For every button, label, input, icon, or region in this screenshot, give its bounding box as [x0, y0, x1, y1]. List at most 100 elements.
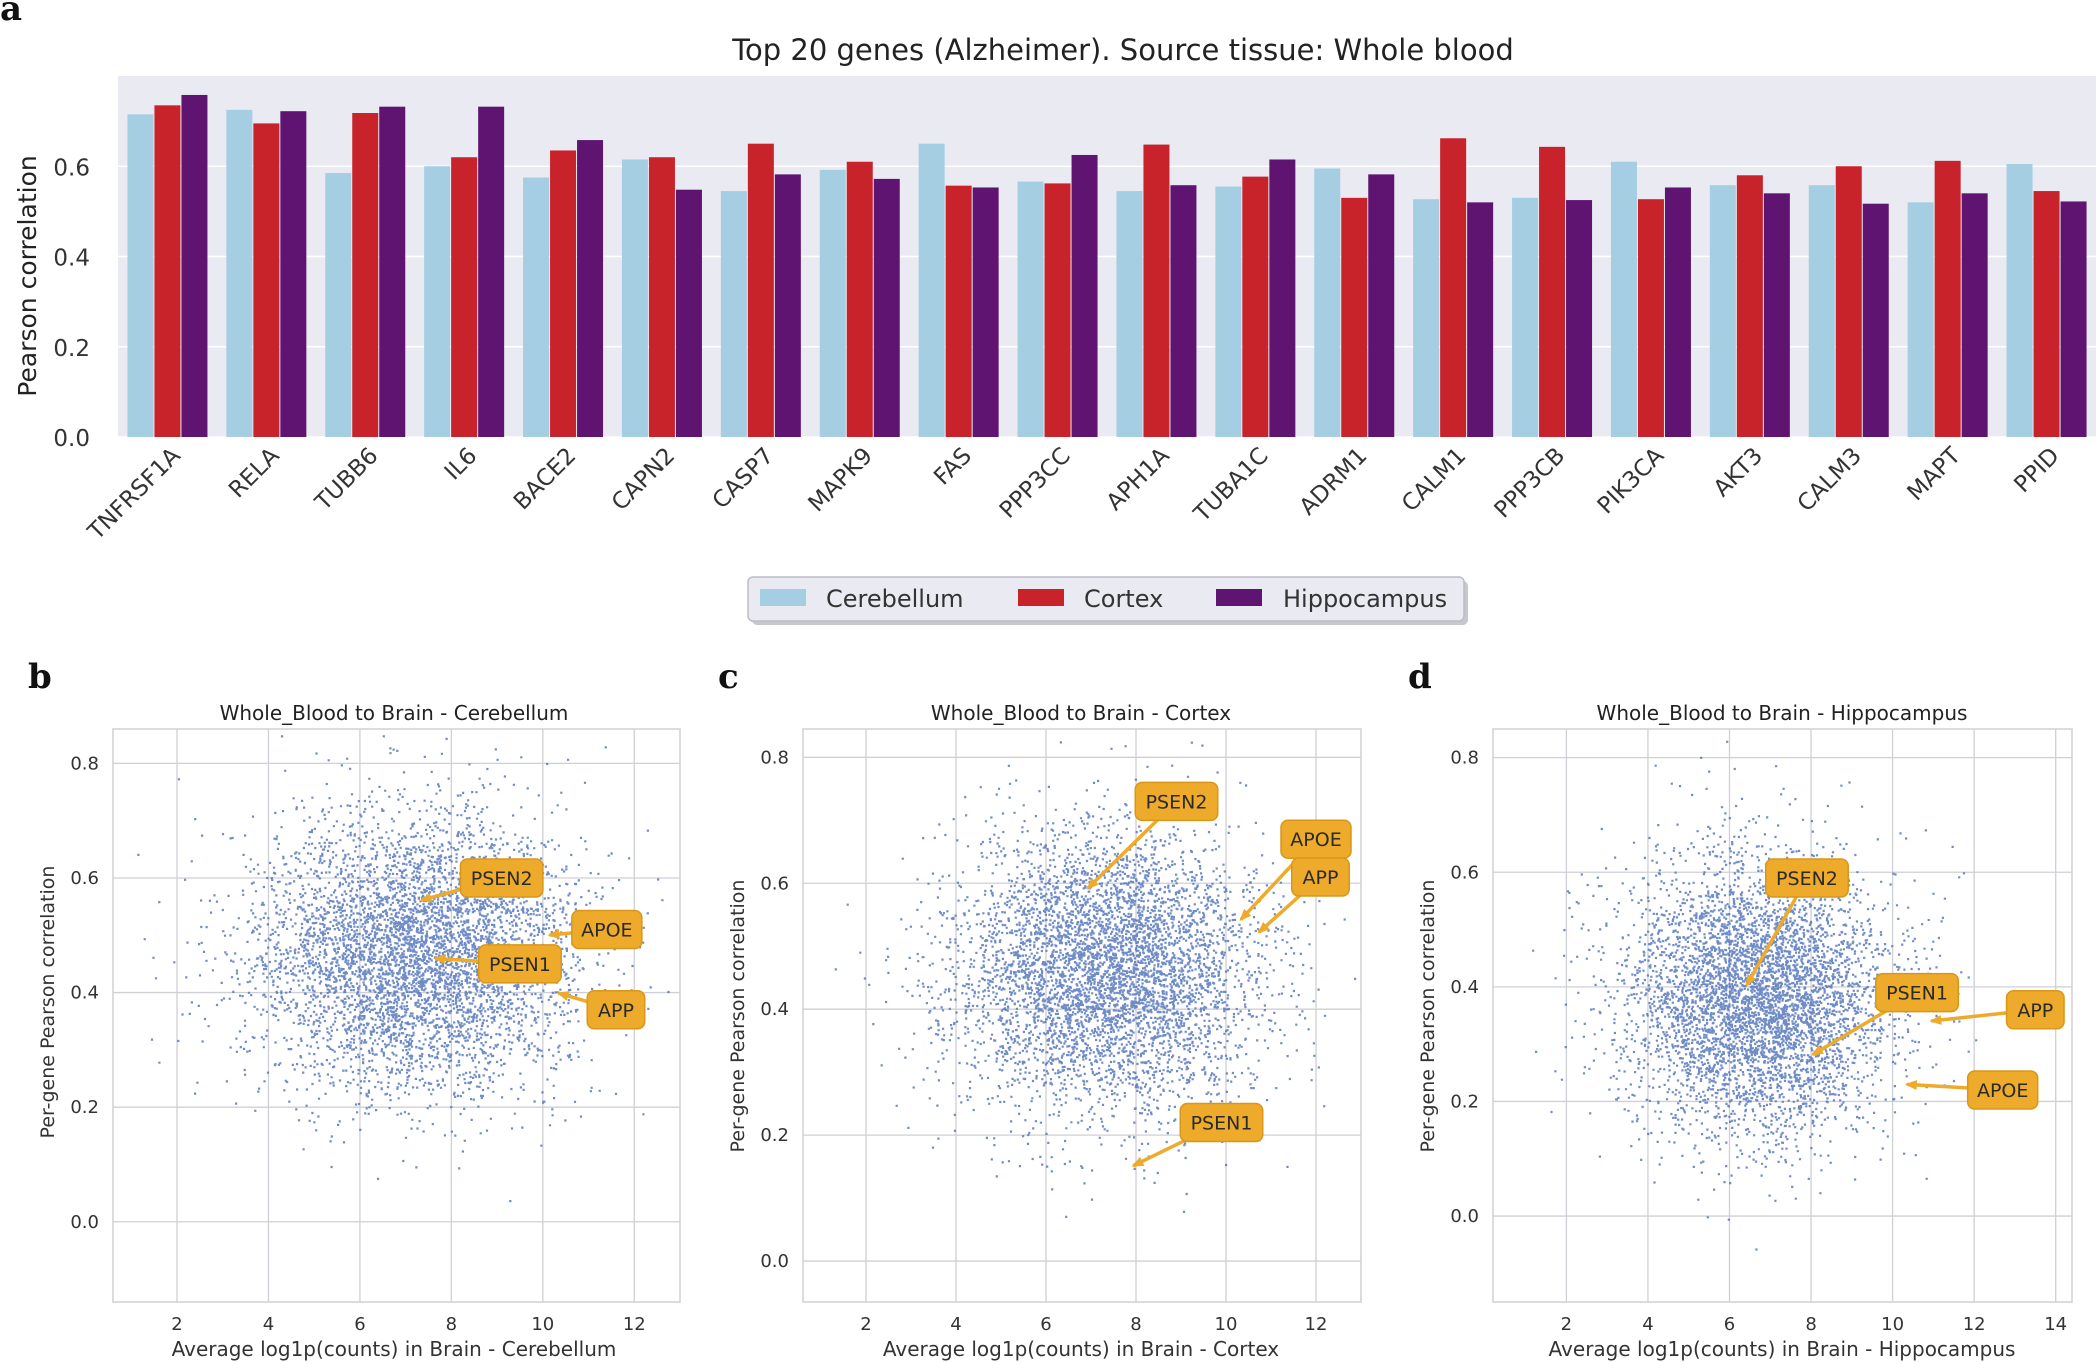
scatter-ytick-label: 0.8 — [760, 747, 789, 768]
scatter-ytick-label: 0.0 — [1450, 1206, 1479, 1227]
bar-cortex-aph1a — [1143, 144, 1170, 437]
bar-cortex-adrm1 — [1341, 197, 1368, 437]
annotation-arrowhead — [1086, 877, 1099, 890]
annotation-box — [1134, 781, 1219, 822]
scatter-xtick-label: 8 — [1130, 1314, 1141, 1335]
panel-letter-c: c — [718, 657, 739, 697]
annotation-label: PSEN1 — [1191, 1113, 1253, 1135]
scatter-ytick-label: 0.2 — [760, 1125, 789, 1146]
bar-hippocampus-casp7 — [774, 174, 801, 437]
bar-category-label: CALM3 — [1793, 443, 1867, 517]
annotation-arrowhead — [1929, 1014, 1942, 1025]
annotation-apoe: APOE — [547, 909, 643, 950]
bar-cerebellum-fas — [918, 143, 945, 437]
bar-cerebellum-akt3 — [1709, 185, 1736, 437]
scatter-xlabel-hippocampus: Average log1p(counts) in Brain - Hippoca… — [1549, 1337, 2016, 1361]
bar-cortex-akt3 — [1736, 175, 1763, 437]
scatter-xtick-label: 10 — [531, 1314, 554, 1335]
annotation-psen1: PSEN1 — [1811, 972, 1960, 1057]
scatter-ytick-label: 0.2 — [1450, 1091, 1479, 1112]
bar-hippocampus-ppp3cc — [1071, 154, 1098, 437]
scatter-points — [137, 735, 670, 1203]
annotation-box — [2005, 990, 2065, 1030]
bar-cerebellum-calm1 — [1413, 199, 1440, 437]
bar-cerebellum-tnfrsf1a — [127, 114, 154, 437]
annotation-arrowhead — [1745, 973, 1757, 987]
scatter-ylabel-cerebellum: Per-gene Pearson correlation — [37, 866, 59, 1139]
bar-category-label: MAPK9 — [804, 443, 878, 517]
annotation-arrowhead — [1131, 1156, 1145, 1167]
annotation-app: APP — [1257, 857, 1350, 934]
annotation-label: APP — [1303, 867, 1339, 889]
bar-cortex-calm1 — [1440, 138, 1467, 437]
annotation-arrowhead — [433, 954, 446, 964]
scatter-axes-frame — [1492, 728, 2073, 1303]
scatter-xtick-label: 12 — [623, 1314, 646, 1335]
bar-hippocampus-fas — [972, 187, 999, 437]
annotation-arrowhead — [1257, 921, 1270, 934]
annotation-arrowhead — [556, 991, 570, 1001]
bar-cerebellum-bace2 — [523, 177, 550, 437]
legend-swatch-cortex — [1018, 589, 1064, 606]
legend-label-cortex: Cortex — [1084, 585, 1163, 613]
annotation-psen2: PSEN2 — [1745, 858, 1849, 987]
bar-cortex-mapk9 — [846, 161, 873, 438]
bar-cerebellum-mapk9 — [819, 169, 846, 438]
scatter-axes-background — [803, 729, 1361, 1302]
annotation-apoe: APOE — [1904, 1070, 2039, 1110]
scatter-xtick-label: 4 — [263, 1314, 274, 1335]
scatter-xtick-label: 2 — [1561, 1314, 1572, 1335]
annotation-label: PSEN2 — [1146, 791, 1208, 813]
scatter-xtick-label: 8 — [446, 1314, 457, 1335]
bar-cortex-ppid — [2033, 191, 2060, 437]
bar-cortex-bace2 — [550, 150, 577, 438]
scatter-ylabel-hippocampus: Per-gene Pearson correlation — [1417, 880, 1439, 1153]
scatter-ylabel-cortex: Per-gene Pearson correlation — [727, 880, 749, 1153]
scatter-xlabel-cortex: Average log1p(counts) in Brain - Cortex — [883, 1337, 1279, 1361]
legend-swatch-hippocampus — [1216, 589, 1262, 606]
scatter-ytick-label: 0.0 — [760, 1251, 789, 1272]
bar-hippocampus-ppp3cb — [1566, 200, 1593, 437]
bar-cortex-ppp3cc — [1044, 183, 1071, 437]
annotation-box — [1966, 1070, 2039, 1110]
annotation-label: APOE — [1977, 1080, 2028, 1102]
scatter-points — [1532, 740, 1978, 1251]
bar-category-label: IL6 — [440, 443, 483, 486]
bar-category-label: PPID — [2009, 443, 2064, 498]
bar-cortex-tubb6 — [352, 113, 379, 437]
annotation-box — [586, 990, 646, 1030]
annotation-arrowhead — [1239, 908, 1252, 922]
scatter-ytick-label: 0.8 — [1450, 748, 1479, 769]
bar-category-label: TNFRSF1A — [83, 443, 186, 546]
panel-letter-a: a — [0, 0, 22, 29]
bar-category-label: CAPN2 — [607, 443, 680, 516]
panel-letter-b: b — [28, 657, 52, 697]
annotation-psen2: PSEN2 — [1086, 781, 1219, 890]
legend-label-hippocampus: Hippocampus — [1283, 585, 1447, 613]
bar-ytick-label: 0.4 — [53, 246, 90, 272]
bar-ytick-label: 0.2 — [53, 336, 90, 362]
bar-cerebellum-tubb6 — [325, 173, 352, 438]
bar-cerebellum-ppid — [2006, 163, 2033, 437]
scatter-xtick-label: 2 — [860, 1314, 871, 1335]
bar-cortex-pik3ca — [1637, 199, 1664, 437]
bar-hippocampus-tuba1c — [1269, 159, 1296, 437]
annotation-arrowhead — [1811, 1045, 1824, 1056]
annotation-label: APOE — [1290, 829, 1341, 851]
annotation-box — [1291, 857, 1350, 897]
scatter-xtick-label: 8 — [1805, 1314, 1816, 1335]
scatter-points — [834, 741, 1357, 1218]
scatter-xlabel-cerebellum: Average log1p(counts) in Brain - Cerebel… — [172, 1337, 617, 1361]
bar-category-label: MAPT — [1903, 442, 1967, 506]
bar-hippocampus-ppid — [2060, 201, 2087, 437]
bar-category-label: FAS — [929, 443, 977, 491]
scatter-ytick-label: 0.2 — [70, 1097, 99, 1118]
bar-category-label: PPP3CC — [995, 443, 1076, 524]
bar-category-label: CALM1 — [1397, 443, 1471, 517]
scatter-xtick-label: 14 — [2044, 1314, 2067, 1335]
annotation-apoe: APOE — [1239, 819, 1352, 922]
annotation-label: PSEN2 — [471, 868, 533, 890]
bar-cerebellum-capn2 — [621, 159, 648, 437]
bar-category-label: TUBA1C — [1189, 443, 1274, 528]
